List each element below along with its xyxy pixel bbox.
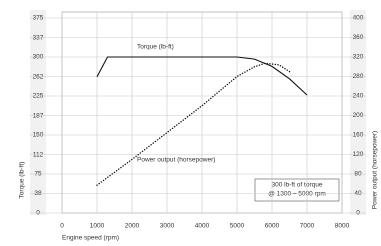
x-tick-label: 6000 (265, 223, 280, 230)
line (97, 63, 290, 185)
chart: Torque (lb-ft) Power output (horsepower)… (0, 0, 381, 246)
x-tick-label: 0 (60, 223, 64, 230)
x-tick-label: 5000 (230, 223, 245, 230)
x-tick-label: 2000 (125, 223, 140, 230)
x-tick-label: 7000 (300, 223, 315, 230)
annotation: 300 lb-ft of torque (272, 182, 323, 189)
series-label: Torque (lb-ft) (137, 44, 174, 51)
annotation: @ 1300 – 5000 rpm (268, 191, 326, 198)
x-tick-label: 8000 (335, 223, 350, 230)
series-label: Power output (horsepower) (137, 157, 215, 164)
y-axis-label: Torque (lb-ft) (19, 162, 26, 199)
x-tick-label: 4000 (195, 223, 210, 230)
x-tick-label: 1000 (90, 223, 105, 230)
y2-axis-label: Power output (horsepower) (372, 131, 379, 209)
x-tick-label: 3000 (160, 223, 175, 230)
x-axis-label: Engine speed (rpm) (62, 235, 119, 242)
